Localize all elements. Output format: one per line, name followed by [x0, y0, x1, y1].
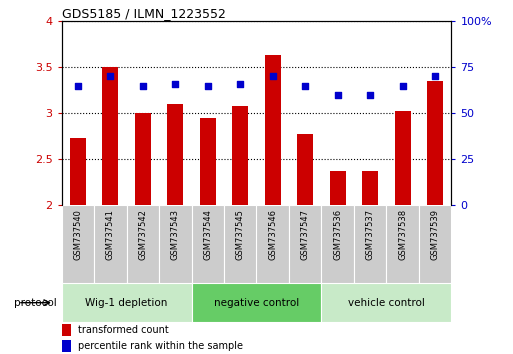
Text: GSM737542: GSM737542	[139, 209, 147, 260]
Bar	[134, 113, 151, 205]
Bar	[62, 205, 94, 283]
Point	[366, 92, 374, 98]
Bar	[62, 324, 71, 336]
Text: GSM737547: GSM737547	[301, 209, 310, 260]
Bar	[322, 205, 354, 283]
Point	[333, 92, 342, 98]
Bar	[419, 205, 451, 283]
Point	[171, 81, 180, 87]
Text: GSM737546: GSM737546	[268, 209, 277, 260]
Bar	[127, 205, 159, 283]
Bar	[70, 138, 86, 205]
Point	[236, 81, 244, 87]
Text: GSM737537: GSM737537	[366, 209, 374, 260]
Text: GSM737539: GSM737539	[431, 209, 440, 260]
Bar	[427, 81, 443, 205]
Bar	[362, 171, 378, 205]
Point	[204, 83, 212, 88]
Bar	[200, 118, 216, 205]
Point	[399, 83, 407, 88]
Point	[431, 74, 439, 79]
Text: percentile rank within the sample: percentile rank within the sample	[78, 341, 244, 352]
Text: GSM737544: GSM737544	[203, 209, 212, 260]
Bar	[94, 205, 127, 283]
Bar	[159, 205, 191, 283]
Bar	[329, 171, 346, 205]
Text: negative control: negative control	[214, 298, 299, 308]
Point	[301, 83, 309, 88]
Text: GDS5185 / ILMN_1223552: GDS5185 / ILMN_1223552	[62, 7, 225, 20]
Bar	[256, 205, 289, 283]
Text: transformed count: transformed count	[78, 325, 169, 336]
Text: GSM737538: GSM737538	[398, 209, 407, 260]
Bar	[191, 283, 322, 322]
Bar	[322, 283, 451, 322]
Bar	[62, 340, 71, 353]
Point	[74, 83, 82, 88]
Bar	[386, 205, 419, 283]
Text: GSM737536: GSM737536	[333, 209, 342, 260]
Text: vehicle control: vehicle control	[348, 298, 425, 308]
Bar	[265, 55, 281, 205]
Text: GSM737545: GSM737545	[236, 209, 245, 260]
Bar	[191, 205, 224, 283]
Point	[269, 74, 277, 79]
Bar	[394, 110, 411, 205]
Bar	[62, 283, 191, 322]
Point	[106, 74, 114, 79]
Point	[139, 83, 147, 88]
Text: GSM737543: GSM737543	[171, 209, 180, 260]
Text: GSM737540: GSM737540	[73, 209, 82, 260]
Bar	[289, 205, 322, 283]
Bar	[102, 67, 119, 205]
Bar	[167, 104, 183, 205]
Text: GSM737541: GSM737541	[106, 209, 115, 260]
Text: protocol: protocol	[14, 298, 56, 308]
Text: Wig-1 depletion: Wig-1 depletion	[85, 298, 168, 308]
Bar	[232, 106, 248, 205]
Bar	[224, 205, 256, 283]
Bar	[354, 205, 386, 283]
Bar	[297, 133, 313, 205]
